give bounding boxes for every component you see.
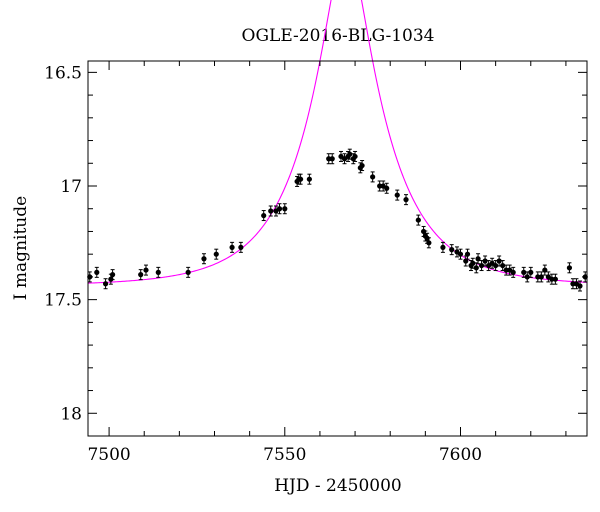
data-point <box>510 269 516 275</box>
data-point <box>282 206 288 212</box>
data-point <box>528 269 534 275</box>
points-layer <box>87 148 588 292</box>
data-point <box>394 192 400 198</box>
data-point <box>384 185 390 191</box>
y-axis-label: I magnitude <box>11 196 31 300</box>
data-point <box>268 208 274 214</box>
data-point <box>102 281 109 287</box>
data-point <box>94 269 100 275</box>
data-point <box>542 267 548 273</box>
chart-title: OGLE-2016-BLG-1034 <box>242 26 435 46</box>
data-point <box>213 251 219 257</box>
data-point <box>403 197 409 203</box>
data-point <box>109 272 116 278</box>
data-point <box>440 244 446 250</box>
model-layer <box>87 0 588 284</box>
data-point <box>329 156 335 162</box>
x-tick-label: 7600 <box>439 445 482 465</box>
data-point <box>229 244 235 250</box>
data-point <box>138 272 144 278</box>
data-point <box>577 283 583 289</box>
data-point <box>370 174 376 180</box>
data-point <box>415 217 421 223</box>
data-point <box>521 269 527 275</box>
data-point <box>261 212 267 219</box>
data-point <box>493 262 499 269</box>
data-point <box>470 260 476 266</box>
data-point <box>500 262 506 269</box>
data-point <box>238 244 244 250</box>
data-point <box>347 151 353 157</box>
data-point <box>475 256 481 262</box>
y-tick-label: 18 <box>60 404 82 424</box>
data-point <box>464 251 471 257</box>
data-point <box>457 251 464 257</box>
x-tick-label: 7550 <box>263 445 306 465</box>
y-tick-label: 17.5 <box>44 291 82 311</box>
data-point <box>538 274 544 280</box>
data-point <box>359 162 365 169</box>
data-point <box>496 258 502 264</box>
plot-frame <box>87 60 588 437</box>
data-point <box>155 269 161 275</box>
data-point <box>566 265 573 271</box>
data-point <box>185 269 191 275</box>
data-point <box>524 274 530 280</box>
ticks-layer: 7500 7550 7600 16.5 17 17.5 18 <box>44 61 587 465</box>
model-curve <box>87 0 588 284</box>
data-point <box>463 258 469 264</box>
data-point <box>449 247 455 253</box>
data-point <box>201 256 207 262</box>
data-point <box>473 265 479 271</box>
x-axis-label: HJD - 2450000 <box>274 476 402 496</box>
data-point <box>143 267 149 273</box>
data-point <box>352 153 358 160</box>
y-tick-label: 17 <box>60 177 82 197</box>
data-point <box>276 206 283 212</box>
x-tick-label: 7500 <box>87 445 130 465</box>
data-point <box>552 276 558 282</box>
data-point <box>482 258 488 264</box>
data-point <box>298 176 304 182</box>
data-point <box>306 176 312 182</box>
data-point <box>426 240 432 246</box>
y-tick-label: 16.5 <box>44 63 82 83</box>
data-point <box>478 262 485 269</box>
